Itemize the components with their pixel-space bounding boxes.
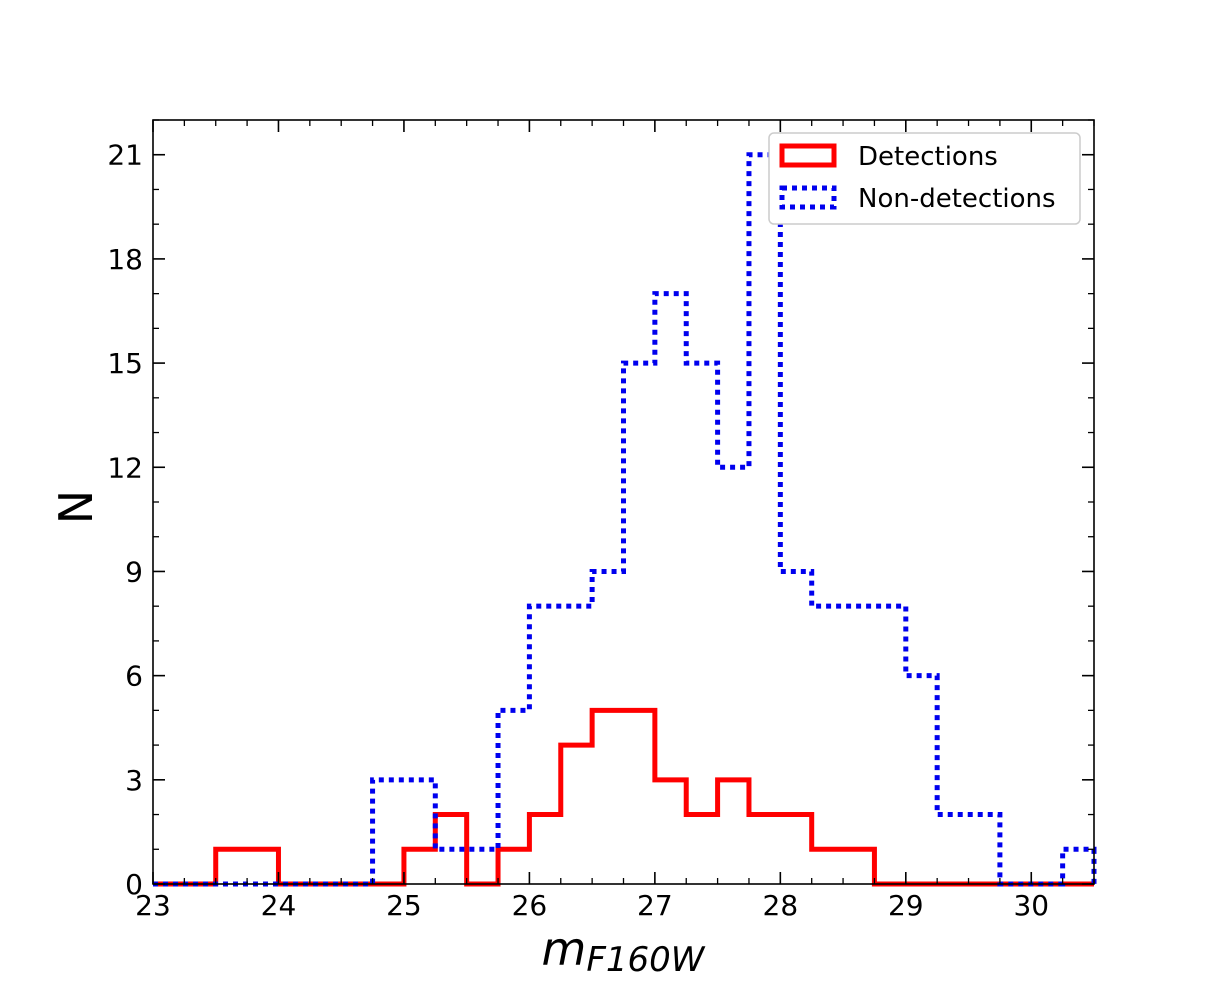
y-tick-label: 3 bbox=[125, 764, 143, 797]
legend-label-detections: Detections bbox=[858, 142, 998, 172]
y-tick-label: 21 bbox=[107, 139, 143, 172]
y-axis-label: N bbox=[49, 490, 103, 524]
x-axis-label-main: m bbox=[542, 922, 587, 976]
x-axis-label: mF160W bbox=[542, 922, 706, 980]
x-tick-label: 25 bbox=[386, 889, 422, 922]
legend-box bbox=[768, 132, 1081, 225]
y-tick-label: 9 bbox=[125, 555, 143, 588]
y-tick-label: 6 bbox=[125, 660, 143, 693]
x-tick-label: 28 bbox=[763, 889, 799, 922]
x-axis-label-subscript: F160W bbox=[586, 940, 705, 980]
x-tick-label: 23 bbox=[135, 889, 171, 922]
legend-swatch-detections bbox=[779, 143, 837, 168]
x-tick-label: 30 bbox=[1013, 889, 1049, 922]
y-tick-label: 12 bbox=[107, 451, 143, 484]
ticks-layer: 23 24 25 26 27 28 29 30 0 3 6 9 12 15 18 21 bbox=[107, 119, 1095, 922]
x-tick-label: 24 bbox=[261, 889, 297, 922]
y-tick-label: 0 bbox=[125, 868, 143, 901]
x-tick-label: 27 bbox=[637, 889, 673, 922]
legend: Detections Non-detections bbox=[768, 132, 1081, 225]
y-tick-label: 18 bbox=[107, 243, 143, 276]
x-tick-label: 26 bbox=[512, 889, 548, 922]
legend-swatch-non-detections bbox=[779, 185, 837, 210]
series-non-detections bbox=[153, 152, 1097, 887]
y-tick-label: 15 bbox=[107, 347, 143, 380]
x-tick-label: 29 bbox=[888, 889, 924, 922]
legend-label-non-detections: Non-detections bbox=[858, 184, 1056, 214]
